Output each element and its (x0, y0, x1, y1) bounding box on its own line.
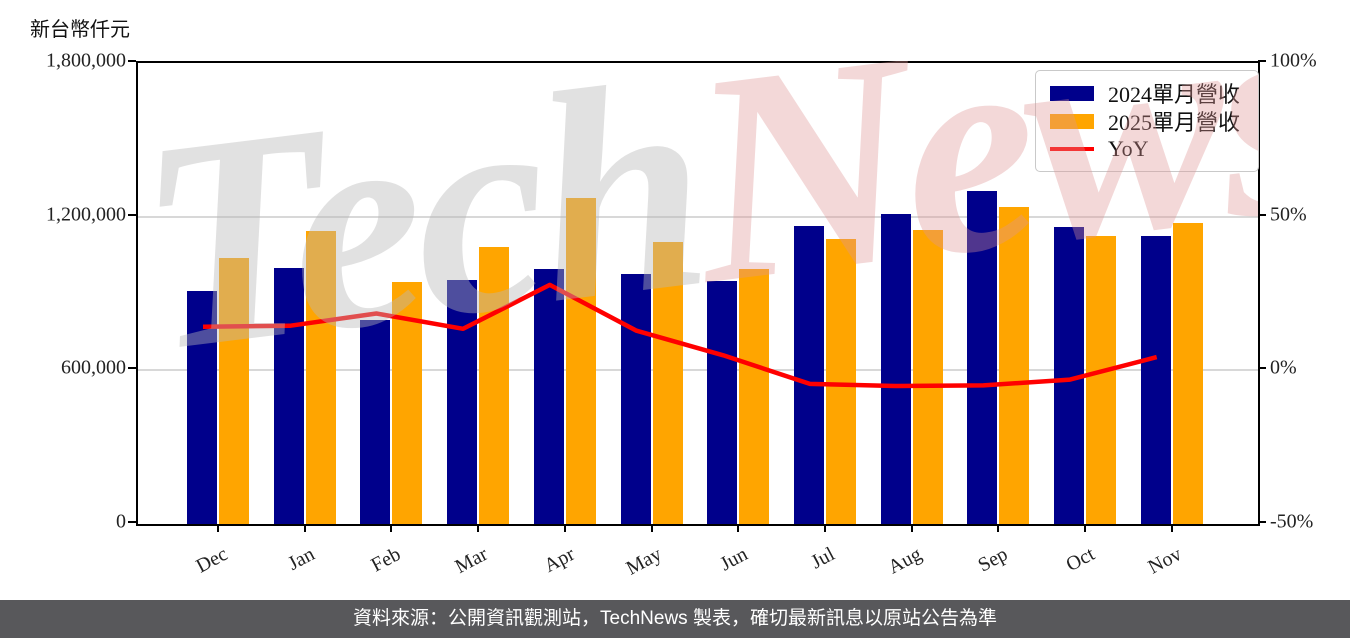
bar-2025-aug (912, 230, 943, 524)
left-axis-label-0: 0 (116, 510, 126, 533)
right-axis-tick-50 (1258, 213, 1266, 216)
x-axis-tick-oct (1084, 524, 1086, 532)
x-tick-label-nov: Nov (1144, 543, 1186, 579)
bar-2025-oct (1086, 235, 1116, 524)
left-axis-label-600000: 600,000 (61, 356, 126, 379)
bar-2024-feb (360, 319, 391, 524)
legend-label: 2025單月營收 (1108, 110, 1241, 135)
legend-color-swatch (1050, 113, 1094, 129)
x-tick-label-aug: Aug (884, 543, 925, 579)
legend-item-2024: 2024單月營收 (1050, 79, 1246, 107)
x-tick-label-apr: Apr (540, 543, 579, 578)
gridline-600000 (138, 369, 1258, 372)
bar-2025-mar (479, 246, 510, 524)
x-axis-tick-jul (823, 524, 826, 532)
x-tick-label-mar: Mar (451, 543, 492, 579)
x-tick-label-may: May (622, 543, 665, 580)
bar-2024-aug (880, 214, 911, 524)
right-axis-label--50: -50% (1270, 510, 1314, 533)
x-tick-label-oct: Oct (1062, 543, 1099, 576)
x-axis-tick-feb (390, 524, 393, 532)
x-axis-tick-jan (303, 524, 306, 532)
legend: 2024單月營收 2025單月營收 YoY (1035, 70, 1259, 172)
bar-2024-apr (533, 268, 564, 524)
x-axis-tick-may (650, 524, 653, 532)
bar-2025-may (652, 241, 683, 524)
legend-label: YoY (1108, 136, 1149, 161)
legend-color-swatch (1050, 85, 1094, 101)
x-tick-label-jun: Jun (716, 543, 752, 576)
x-axis-tick-apr (563, 524, 566, 532)
yoy-line (202, 282, 1158, 389)
gridline-1200000 (138, 215, 1258, 218)
bar-2025-jan (305, 230, 336, 524)
right-axis-tick-100 (1258, 60, 1266, 62)
legend-line-swatch (1050, 147, 1094, 151)
legend-item-2025: 2025單月營收 (1050, 107, 1246, 135)
x-axis-tick-sep (997, 524, 1000, 532)
x-axis-tick-dec (217, 524, 219, 532)
x-axis-tick-aug (910, 524, 913, 532)
right-axis-tick--50 (1258, 521, 1266, 523)
left-axis-tick-600000 (128, 367, 136, 370)
bar-2024-sep (967, 191, 998, 524)
bar-2024-nov (1140, 235, 1171, 524)
left-axis-label-1200000: 1,200,000 (46, 203, 126, 226)
right-axis-label-50: 50% (1270, 203, 1307, 226)
bar-2024-jul (793, 225, 824, 524)
x-tick-label-jan: Jan (284, 543, 319, 575)
right-axis-label-0: 0% (1270, 356, 1297, 379)
x-axis-tick-mar (477, 524, 480, 532)
bar-2025-jun (739, 268, 770, 524)
right-axis-label-100: 100% (1270, 49, 1317, 72)
bar-2025-nov (1172, 223, 1203, 524)
right-axis-tick-0 (1258, 367, 1266, 370)
bar-2025-jul (825, 238, 856, 524)
bar-2025-sep (999, 206, 1030, 524)
y-axis-unit-label: 新台幣仟元 (30, 19, 130, 41)
legend-label: 2024單月營收 (1108, 82, 1241, 107)
bar-2024-mar (447, 279, 478, 524)
bar-2024-dec (187, 290, 217, 524)
bar-2024-may (620, 274, 651, 524)
x-tick-label-feb: Feb (367, 543, 405, 577)
x-tick-label-jul: Jul (807, 543, 839, 574)
left-axis-tick-0 (128, 521, 136, 523)
x-tick-label-dec: Dec (192, 543, 232, 578)
left-axis-label-1800000: 1,800,000 (46, 49, 126, 72)
legend-item-yoy: YoY (1050, 135, 1246, 163)
x-axis-tick-jun (737, 524, 740, 532)
bar-2025-dec (219, 257, 249, 524)
x-axis-tick-nov (1170, 524, 1173, 532)
bar-2025-apr (565, 198, 596, 524)
left-axis-tick-1800000 (128, 60, 136, 62)
bar-2024-jan (273, 267, 304, 524)
x-tick-label-sep: Sep (974, 543, 1012, 577)
bar-2024-jun (707, 281, 738, 524)
left-axis-tick-1200000 (128, 213, 136, 216)
footer-note: 資料來源：公開資訊觀測站，TechNews 製表，確切最新訊息以原站公告為準 (0, 600, 1350, 638)
